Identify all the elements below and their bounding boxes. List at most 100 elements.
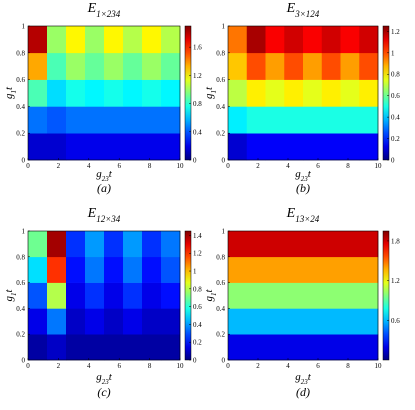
heatmap-cell xyxy=(47,26,67,54)
y-tick-label: 0 xyxy=(22,357,26,365)
heatmap-cell xyxy=(246,133,266,161)
panel-caption: (a) xyxy=(97,181,111,195)
heatmap-cell xyxy=(47,52,67,80)
axis-label: g1t xyxy=(203,289,218,302)
label-base: g xyxy=(96,371,102,383)
heatmap-cell xyxy=(161,231,181,258)
heatmap-cell xyxy=(284,79,304,107)
label-base: g xyxy=(3,93,15,99)
heatmap-cell xyxy=(66,282,86,309)
label-tail: t xyxy=(203,289,215,293)
x-tick-label: 10 xyxy=(177,362,185,370)
y-tick-label: 0 xyxy=(222,157,226,165)
heatmap-cell xyxy=(340,106,360,134)
x-tick-label: 6 xyxy=(316,162,320,170)
heatmap-cell xyxy=(28,106,48,134)
heatmap-cell xyxy=(284,133,304,161)
panel-title: E3×124 xyxy=(286,1,320,19)
heatmap-cell xyxy=(246,106,266,134)
colorbar-tick-label: 0.8 xyxy=(193,285,202,293)
heatmap-cell xyxy=(28,256,48,283)
heatmap-cell xyxy=(85,282,105,309)
colorbar xyxy=(184,230,192,361)
x-tick-label: 2 xyxy=(256,362,260,370)
heatmap-cell xyxy=(321,133,341,161)
x-tick-label: 0 xyxy=(26,362,30,370)
heatmap-cell xyxy=(104,52,124,80)
heatmap-cell xyxy=(161,52,181,80)
label-subscript: 3×124 xyxy=(294,9,320,19)
heatmap-cell xyxy=(265,106,285,134)
y-tick-label: 0 xyxy=(22,157,26,165)
colorbar-tick-label: 0.4 xyxy=(193,321,202,329)
heatmap-cell xyxy=(321,106,341,134)
y-tick-label: 1 xyxy=(222,23,226,31)
heatmap-cell xyxy=(340,52,360,80)
heatmap-cell xyxy=(142,282,162,309)
axis-label: g23t xyxy=(295,168,312,183)
label-base: E xyxy=(87,206,97,221)
heatmap-cell xyxy=(228,308,379,335)
colorbar-tick-label: 0.4 xyxy=(391,114,400,122)
panel-caption: (c) xyxy=(97,385,110,399)
heatmap-cell xyxy=(28,52,48,80)
x-tick-label: 10 xyxy=(375,362,383,370)
heatmap-cell xyxy=(66,106,86,134)
heatmap-cell xyxy=(85,79,105,107)
heatmap-cell xyxy=(246,26,266,54)
label-subscript: 23 xyxy=(102,175,110,183)
panel: 0 2 4 6 8 1000.20.40.60.8100.20.40.60.811.2E3… xyxy=(203,1,400,195)
y-tick-label: 0.4 xyxy=(216,305,225,313)
heatmap-cell xyxy=(123,26,143,54)
label-subscript: 23 xyxy=(301,378,309,386)
colorbar-tick-label: 0.8 xyxy=(391,71,400,79)
label-subscript: 13×24 xyxy=(295,214,320,224)
heatmap-cell xyxy=(47,308,67,335)
label-subscript: 23 xyxy=(102,378,110,386)
heatmap-cell xyxy=(246,52,266,80)
heatmap-cell xyxy=(47,133,67,161)
label-base: g xyxy=(3,296,15,302)
heatmap-cell xyxy=(142,334,162,361)
heatmap-cell xyxy=(142,52,162,80)
y-tick-label: 0.6 xyxy=(216,279,225,287)
y-tick-label: 0.6 xyxy=(16,76,25,84)
heatmap-cell xyxy=(340,79,360,107)
heatmap-cell xyxy=(85,106,105,134)
heatmap-cell xyxy=(142,231,162,258)
x-tick-label: 2 xyxy=(57,362,61,370)
colorbar-tick-label: 1.2 xyxy=(391,28,400,36)
colorbar-tick-label: 0.2 xyxy=(193,339,202,347)
y-tick-label: 0.6 xyxy=(216,76,225,84)
heatmap-cell xyxy=(123,256,143,283)
x-tick-label: 4 xyxy=(286,362,290,370)
colorbar-tick-label: 0.2 xyxy=(391,135,400,143)
colorbar-tick-label: 1 xyxy=(391,49,395,57)
panel-title: E12×34 xyxy=(87,206,121,224)
heatmap-cell xyxy=(161,26,181,54)
heatmap-cell xyxy=(104,133,124,161)
colorbar-tick-label: 0 xyxy=(391,157,395,165)
heatmap-cell xyxy=(66,133,86,161)
label-subscript: 1 xyxy=(10,293,18,297)
colorbar-tick-label: 1 xyxy=(193,268,197,276)
heatmap-cell xyxy=(123,52,143,80)
label-base: E xyxy=(286,206,296,221)
panel-caption: (b) xyxy=(296,181,310,195)
heatmap-cell xyxy=(246,79,266,107)
heatmap-cell xyxy=(28,231,48,258)
y-tick-label: 0.4 xyxy=(216,103,225,111)
heatmap-cell xyxy=(359,133,379,161)
axis-label: g1t xyxy=(3,86,18,99)
heatmap-cell xyxy=(161,106,181,134)
x-tick-label: 4 xyxy=(87,162,91,170)
heatmap-cell xyxy=(359,79,379,107)
colorbar-tick-label: 0.6 xyxy=(391,92,400,100)
heatmap-cell xyxy=(161,256,181,283)
x-tick-label: 6 xyxy=(117,162,121,170)
heatmap-cell xyxy=(66,26,86,54)
x-tick-label: 2 xyxy=(256,162,260,170)
colorbar-tick-label: 0.6 xyxy=(391,317,400,325)
heatmap-cell xyxy=(142,256,162,283)
heatmap-cell xyxy=(28,26,48,54)
